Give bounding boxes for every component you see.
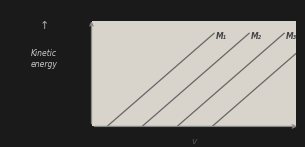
Text: ↑: ↑ <box>40 21 49 31</box>
Text: Kinetic
energy: Kinetic energy <box>31 49 58 69</box>
Text: M₁: M₁ <box>216 32 227 41</box>
Text: v: v <box>191 137 196 146</box>
Text: M₃: M₃ <box>286 32 297 41</box>
Text: M₂: M₂ <box>251 32 262 41</box>
